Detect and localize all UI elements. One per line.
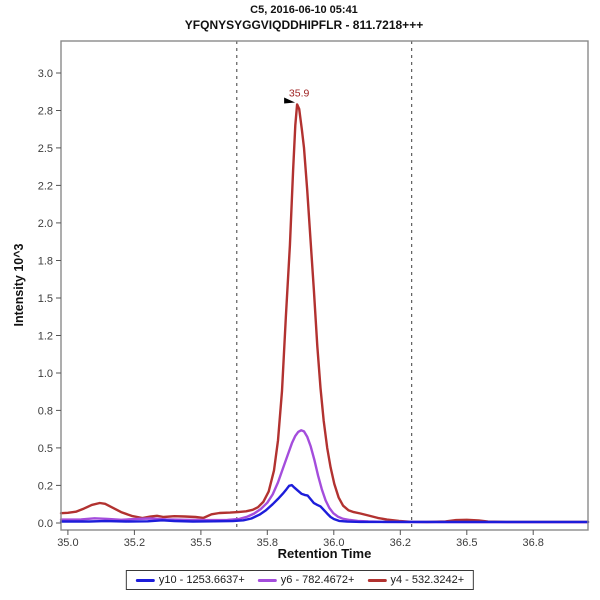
trace-y10[interactable] xyxy=(59,483,590,524)
trace-y6[interactable] xyxy=(59,429,590,524)
legend-item-y4[interactable]: y4 - 532.3242+ xyxy=(367,574,464,586)
legend: y10 - 1253.6637+ y6 - 782.4672+ y4 - 532… xyxy=(125,570,475,590)
y-tick-label: 2.0 xyxy=(38,218,53,230)
legend-label-y10: y10 - 1253.6637+ xyxy=(158,574,245,586)
x-tick-label: 36.5 xyxy=(456,537,477,549)
x-tick-label: 36.2 xyxy=(390,537,411,549)
peak-annotation-label[interactable]: 35.9 xyxy=(289,87,310,99)
plot-frame xyxy=(60,40,589,531)
legend-item-y6[interactable]: y6 - 782.4672+ xyxy=(257,574,355,586)
trace-y4[interactable] xyxy=(59,103,590,524)
y-tick-label: 1.8 xyxy=(38,256,53,268)
legend-item-y10[interactable]: y10 - 1253.6637+ xyxy=(135,574,245,586)
legend-label-y4: y4 - 532.3242+ xyxy=(390,574,465,586)
peak-annotation-arrow-icon xyxy=(284,97,296,104)
y-tick-label: 0.2 xyxy=(38,480,53,492)
y-tick-label: 1.2 xyxy=(38,331,53,343)
x-tick-label: 35.8 xyxy=(257,537,278,549)
legend-label-y6: y6 - 782.4672+ xyxy=(280,574,355,586)
x-tick-label: 36.8 xyxy=(522,537,543,549)
y-tick-label: 3.0 xyxy=(38,68,53,80)
y-tick-label: 1.5 xyxy=(38,293,53,305)
x-tick-label: 35.0 xyxy=(57,537,78,549)
y-tick-label: 1.0 xyxy=(38,368,53,380)
y-tick-label: 0.5 xyxy=(38,443,53,455)
y-tick-label: 2.5 xyxy=(38,143,53,155)
y-tick-label: 0.8 xyxy=(38,405,53,417)
y-tick-label: 2.8 xyxy=(38,106,53,118)
chart-subtitle: YFQNYSYGGVIQDDHIPFLR - 811.7218+++ xyxy=(184,18,424,32)
x-tick-label: 35.5 xyxy=(190,537,211,549)
x-tick-label: 35.2 xyxy=(124,537,145,549)
chart-title: C5, 2016-06-10 05:41 xyxy=(250,4,358,16)
y-tick-label: 2.2 xyxy=(38,180,53,192)
legend-line-swatch-y6 xyxy=(257,578,277,582)
x-axis-label: Retention Time xyxy=(277,546,372,561)
y-tick-label: 0.0 xyxy=(38,518,53,530)
legend-line-swatch-y4 xyxy=(367,578,387,582)
legend-line-swatch-y10 xyxy=(135,578,155,582)
x-tick-label: 36.0 xyxy=(323,537,344,549)
